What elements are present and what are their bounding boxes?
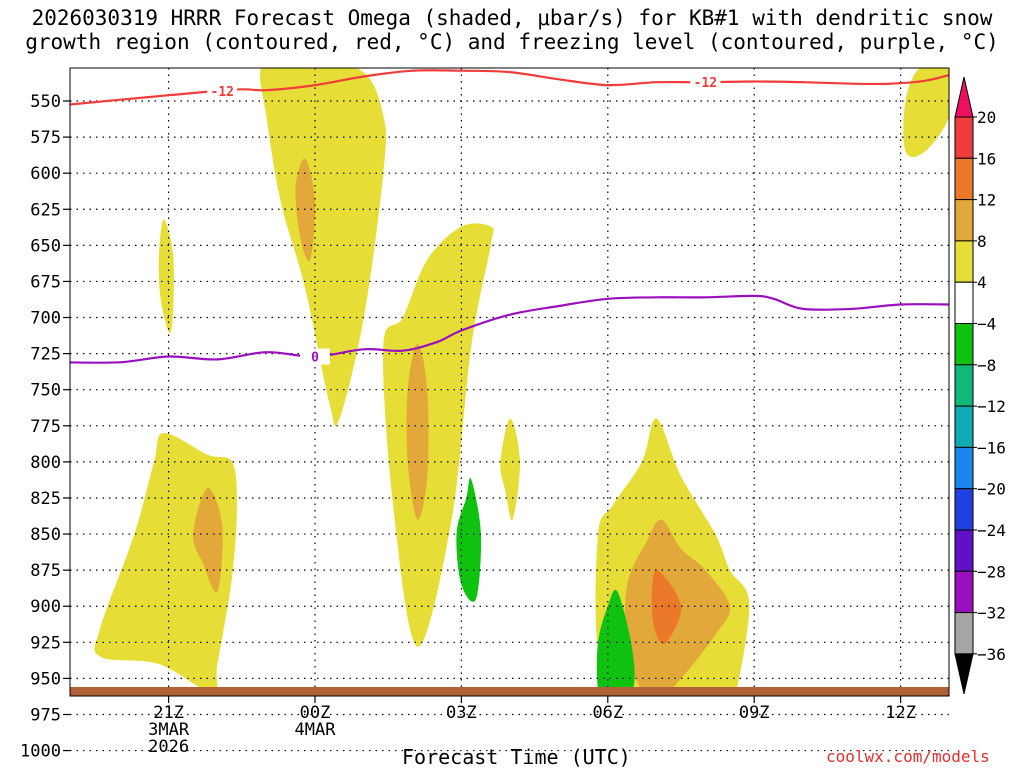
colorbar: 20 16 12 8 4 −4 −8 −12 −16 −20 −24 −28 −32 −36	[954, 76, 1006, 695]
y-tick-label-975: 975	[30, 705, 61, 725]
omega-region-yellow-4-8-g	[903, 68, 949, 157]
colorbar-label-16: 16	[977, 149, 996, 168]
y-tick-label-925: 925	[30, 633, 61, 653]
y-tick-label-575: 575	[30, 128, 61, 148]
colorbar-segment-11	[954, 529, 974, 572]
colorbar-label-8: 8	[977, 232, 987, 251]
y-tick-label-675: 675	[30, 272, 61, 292]
colorbar-label--8: −8	[977, 356, 996, 375]
colorbar-segment-9	[954, 446, 974, 490]
x-tick-label-12Z: 12Z	[885, 703, 916, 723]
chart-title: 2026030319 HRRR Forecast Omega (shaded, …	[0, 6, 1024, 54]
y-tick-label-875: 875	[30, 561, 61, 581]
colorbar-segment-2	[954, 157, 974, 201]
x-tick-label-09Z: 09Z	[739, 703, 770, 723]
colorbar-segment-4	[954, 240, 974, 283]
colorbar-segment-3	[954, 199, 974, 242]
colorbar-label--28: −28	[977, 562, 1006, 581]
colorbar-label--4: −4	[977, 315, 996, 334]
y-tick-label-900: 900	[30, 597, 61, 617]
colorbar-segment-13	[954, 612, 974, 655]
omega-region-yellow-4-8-e	[500, 418, 521, 521]
purple-contour-label: 0	[300, 348, 330, 365]
colorbar-label--36: −36	[977, 645, 1006, 664]
freezing-level-contour-purple	[70, 294, 949, 364]
colorbar-label--12: −12	[977, 397, 1006, 416]
y-tick-label-625: 625	[30, 200, 61, 220]
omega-region-green-minus4-minus8-b	[596, 589, 635, 696]
colorbar-segment-12	[954, 570, 974, 614]
colorbar-label--16: −16	[977, 438, 1006, 457]
x-tick-label-03Z: 03Z	[446, 703, 477, 723]
x-tick-label-4MAR: 4MAR	[295, 720, 337, 740]
x-tick-label-3MAR: 3MAR	[148, 720, 190, 740]
colorbar-segment-8	[954, 405, 974, 448]
x-tick-label-21Z: 21Z	[153, 703, 184, 723]
svg-text:0: 0	[311, 350, 319, 365]
omega-region-green-minus4-minus8-a	[456, 477, 482, 602]
credit-link[interactable]: coolwx.com/models	[826, 747, 990, 766]
y-tick-label-825: 825	[30, 489, 61, 509]
y-tick-label-800: 800	[30, 453, 61, 473]
y-tick-label-950: 950	[30, 669, 61, 689]
y-tick-label-1000: 1000	[20, 742, 61, 762]
y-tick-label-600: 600	[30, 164, 61, 184]
omega-shaded-layer	[94, 68, 949, 696]
colorbar-label--24: −24	[977, 521, 1006, 540]
omega-region-red-12-16-a	[651, 570, 682, 645]
x-axis-title: Forecast Time (UTC)	[402, 745, 631, 769]
dendritic-contour-red	[70, 69, 949, 106]
colorbar-bottom-arrow	[954, 653, 974, 695]
colorbar-segment-6	[954, 323, 974, 366]
y-tick-label-725: 725	[30, 345, 61, 365]
chart-title-line-2: growth region (contoured, red, °C) and f…	[25, 30, 999, 54]
y-tick-label-700: 700	[30, 309, 61, 329]
x-tick-label-00Z: 00Z	[300, 703, 331, 723]
contour-layer: -12 -12 0	[70, 69, 949, 365]
terrain-bar	[70, 687, 949, 696]
colorbar-label-4: 4	[977, 273, 987, 292]
y-tick-label-750: 750	[30, 381, 61, 401]
colorbar-top-arrow	[954, 76, 974, 118]
svg-text:-12: -12	[211, 85, 234, 100]
colorbar-segment-10	[954, 488, 974, 531]
colorbar-label-20: 20	[977, 108, 996, 127]
x-tick-label-06Z: 06Z	[592, 703, 623, 723]
chart-title-line-1: 2026030319 HRRR Forecast Omega (shaded, …	[31, 6, 993, 30]
colorbar-label-12: 12	[977, 191, 996, 210]
colorbar-label--32: −32	[977, 604, 1006, 623]
colorbar-label--20: −20	[977, 480, 1006, 499]
omega-region-orange-8-12-b	[192, 487, 223, 593]
colorbar-segment-1	[954, 116, 974, 159]
y-tick-label-650: 650	[30, 236, 61, 256]
omega-region-orange-8-12-c	[406, 343, 429, 520]
plot-frame	[69, 67, 950, 697]
y-axis: 550 575 600 625 650 675 700 725 750 775 800 825 850 8…	[20, 92, 70, 762]
grid-layer	[70, 68, 949, 752]
omega-region-yellow-4-8-b	[158, 219, 174, 334]
y-tick-label-850: 850	[30, 525, 61, 545]
colorbar-segment-5	[954, 281, 974, 325]
omega-region-yellow-4-8-a	[259, 68, 387, 427]
y-tick-label-775: 775	[30, 417, 61, 437]
red-contour-label-1: -12	[207, 82, 238, 100]
colorbar-segment-7	[954, 364, 974, 407]
red-contour-label-2: -12	[690, 74, 721, 91]
x-tick-label-2026: 2026	[148, 737, 189, 757]
y-tick-label-550: 550	[30, 92, 61, 112]
svg-text:-12: -12	[694, 76, 717, 91]
